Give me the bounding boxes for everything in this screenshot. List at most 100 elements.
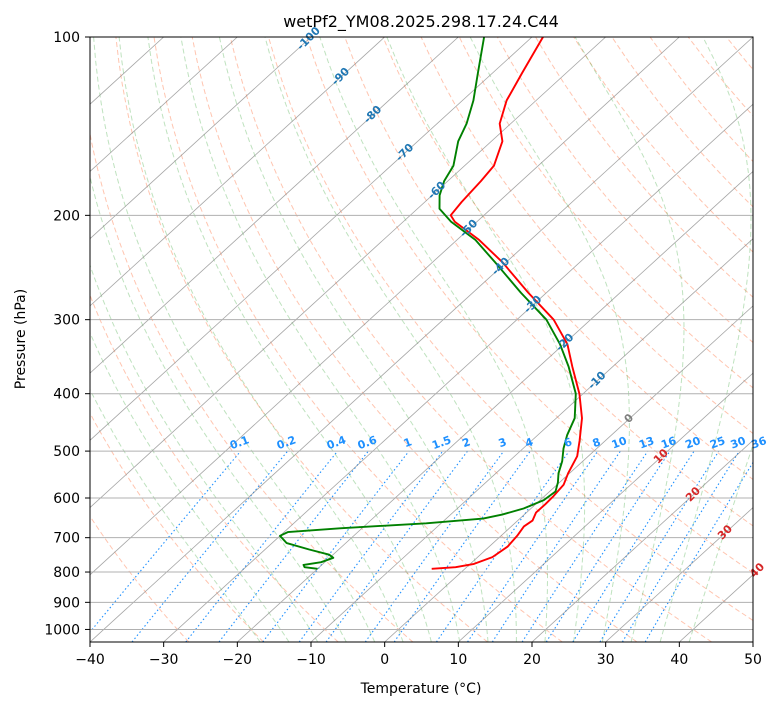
mixing-ratio-label: 16 — [659, 434, 678, 452]
mixing-ratio-line — [467, 450, 599, 642]
dry-adiabat-line — [115, 37, 488, 642]
x-tick-label: 10 — [449, 652, 467, 668]
y-tick-label: 300 — [53, 313, 80, 329]
x-tick-label: −20 — [223, 652, 253, 668]
y-axis-title: Pressure (hPa) — [13, 289, 29, 389]
mixing-ratio-line — [435, 450, 570, 642]
mixing-ratio-line — [262, 450, 410, 642]
mixing-ratio-label: 0.1 — [228, 433, 251, 452]
profile-lines — [279, 37, 583, 570]
mixing-ratio-line — [621, 450, 740, 642]
isotherm-line — [90, 37, 680, 576]
moist-adiabat-line — [264, 37, 517, 642]
mixing-ratio-line — [364, 450, 505, 642]
moist-adiabat-line — [469, 37, 630, 642]
dry-adiabat-line — [496, 37, 753, 344]
moist-adiabat-line — [147, 37, 432, 642]
y-tick-label: 600 — [53, 491, 80, 507]
dry-adiabat-line — [90, 412, 264, 642]
chart-title: wetPf2_YM08.2025.298.17.24.C44 — [283, 12, 559, 32]
mixing-ratio-line — [131, 450, 289, 642]
dry-adiabat-line — [191, 37, 638, 642]
mixing-ratio-label: 36 — [749, 434, 768, 452]
isotherm-line — [90, 37, 606, 509]
moist-adiabat-line — [218, 37, 489, 642]
mixing-ratio-line — [572, 450, 695, 642]
isotherm-line — [90, 37, 753, 642]
y-tick-label: 900 — [53, 595, 80, 611]
moist-adiabat-line — [90, 263, 319, 642]
x-tick-label: 0 — [380, 652, 389, 668]
mixing-ratio-label: 20 — [683, 434, 702, 452]
dry-adiabat-line — [153, 37, 563, 642]
x-tick-label: −10 — [296, 652, 326, 668]
moist-adiabat-line — [90, 331, 290, 642]
isotherm-line — [458, 372, 753, 642]
mixing-ratio-label: 0.6 — [356, 433, 379, 452]
moist-adiabat-line — [118, 37, 404, 642]
dry-adiabat-line — [229, 37, 712, 642]
dry-adiabat-line — [268, 37, 753, 622]
moist-adiabat-line — [319, 37, 548, 642]
x-tick-label: 30 — [597, 652, 615, 668]
isotherm-line — [90, 37, 238, 172]
mixing-ratio-label: 25 — [708, 434, 727, 451]
isotherm-line — [384, 305, 753, 642]
moist-adiabat-line — [93, 37, 376, 642]
moist-adiabat-line — [574, 37, 685, 642]
moist-adiabat-line — [659, 37, 752, 642]
x-tick-label: −30 — [149, 652, 179, 668]
y-tick-label: 500 — [53, 444, 80, 460]
mixing-ratio-line — [521, 450, 649, 642]
x-tick-label: −40 — [75, 652, 105, 668]
mixing-ratio-label: 10 — [610, 434, 629, 452]
y-tick-label: 100 — [53, 30, 80, 46]
temperature-profile-line — [431, 37, 583, 570]
plot-frame — [89, 36, 754, 643]
mixing-ratio-label: 30 — [729, 434, 748, 452]
mixing-ratio-label: 1.5 — [430, 433, 453, 452]
x-tick-label: 40 — [670, 652, 688, 668]
mixing-ratio-line — [545, 450, 671, 642]
mixing-ratio-line — [90, 450, 242, 633]
mixing-ratio-label: 8 — [591, 435, 603, 450]
x-axis: −40 −30 −20 −10 0 10 20 30 40 50 — [75, 642, 762, 668]
mixing-ratio-line — [298, 450, 444, 642]
y-tick-label: 200 — [53, 208, 80, 224]
isotherm-line — [310, 238, 753, 642]
isotherm-line — [90, 37, 459, 374]
mixing-ratio-label: 13 — [637, 434, 656, 451]
mixing-ratio-label: 6 — [562, 435, 574, 450]
x-axis-title: Temperature (°C) — [360, 681, 482, 697]
background-lines — [90, 37, 753, 642]
mixing-ratio-line — [325, 450, 468, 642]
dry-adiabat-line — [306, 37, 753, 574]
mixing-ratio-label: 1 — [402, 435, 414, 450]
moist-adiabat-line — [90, 388, 261, 642]
dry-adiabat-line — [382, 37, 753, 481]
dry-adiabat-line — [535, 37, 753, 298]
line-labels: -100-90-80-70-60-50-40-30-20-10010203040… — [228, 24, 769, 580]
isotherm-line — [90, 37, 385, 307]
isotherm-line — [237, 170, 753, 642]
mixing-ratio-label: 3 — [497, 435, 509, 450]
mixing-ratio-line — [185, 450, 339, 642]
y-tick-label: 400 — [53, 387, 80, 403]
mixing-ratio-label: 4 — [523, 435, 535, 450]
mixing-ratio-label: 2 — [460, 435, 472, 450]
moist-adiabat-line — [180, 37, 461, 642]
moist-adiabat-line — [386, 37, 586, 642]
isotherm-line — [531, 439, 753, 642]
mixing-ratio-label: 0.2 — [275, 433, 298, 452]
x-tick-label: 50 — [744, 652, 762, 668]
isotherm-line — [90, 37, 533, 441]
mixing-ratio-label: 0.4 — [325, 433, 348, 452]
x-tick-label: 20 — [523, 652, 541, 668]
moist-adiabat-line — [90, 174, 347, 642]
y-tick-label: 800 — [53, 565, 80, 581]
moist-adiabat-line — [688, 443, 753, 642]
dry-adiabat-line — [420, 37, 753, 435]
mixing-ratio-line — [491, 450, 621, 642]
isotherm-line — [163, 103, 753, 642]
